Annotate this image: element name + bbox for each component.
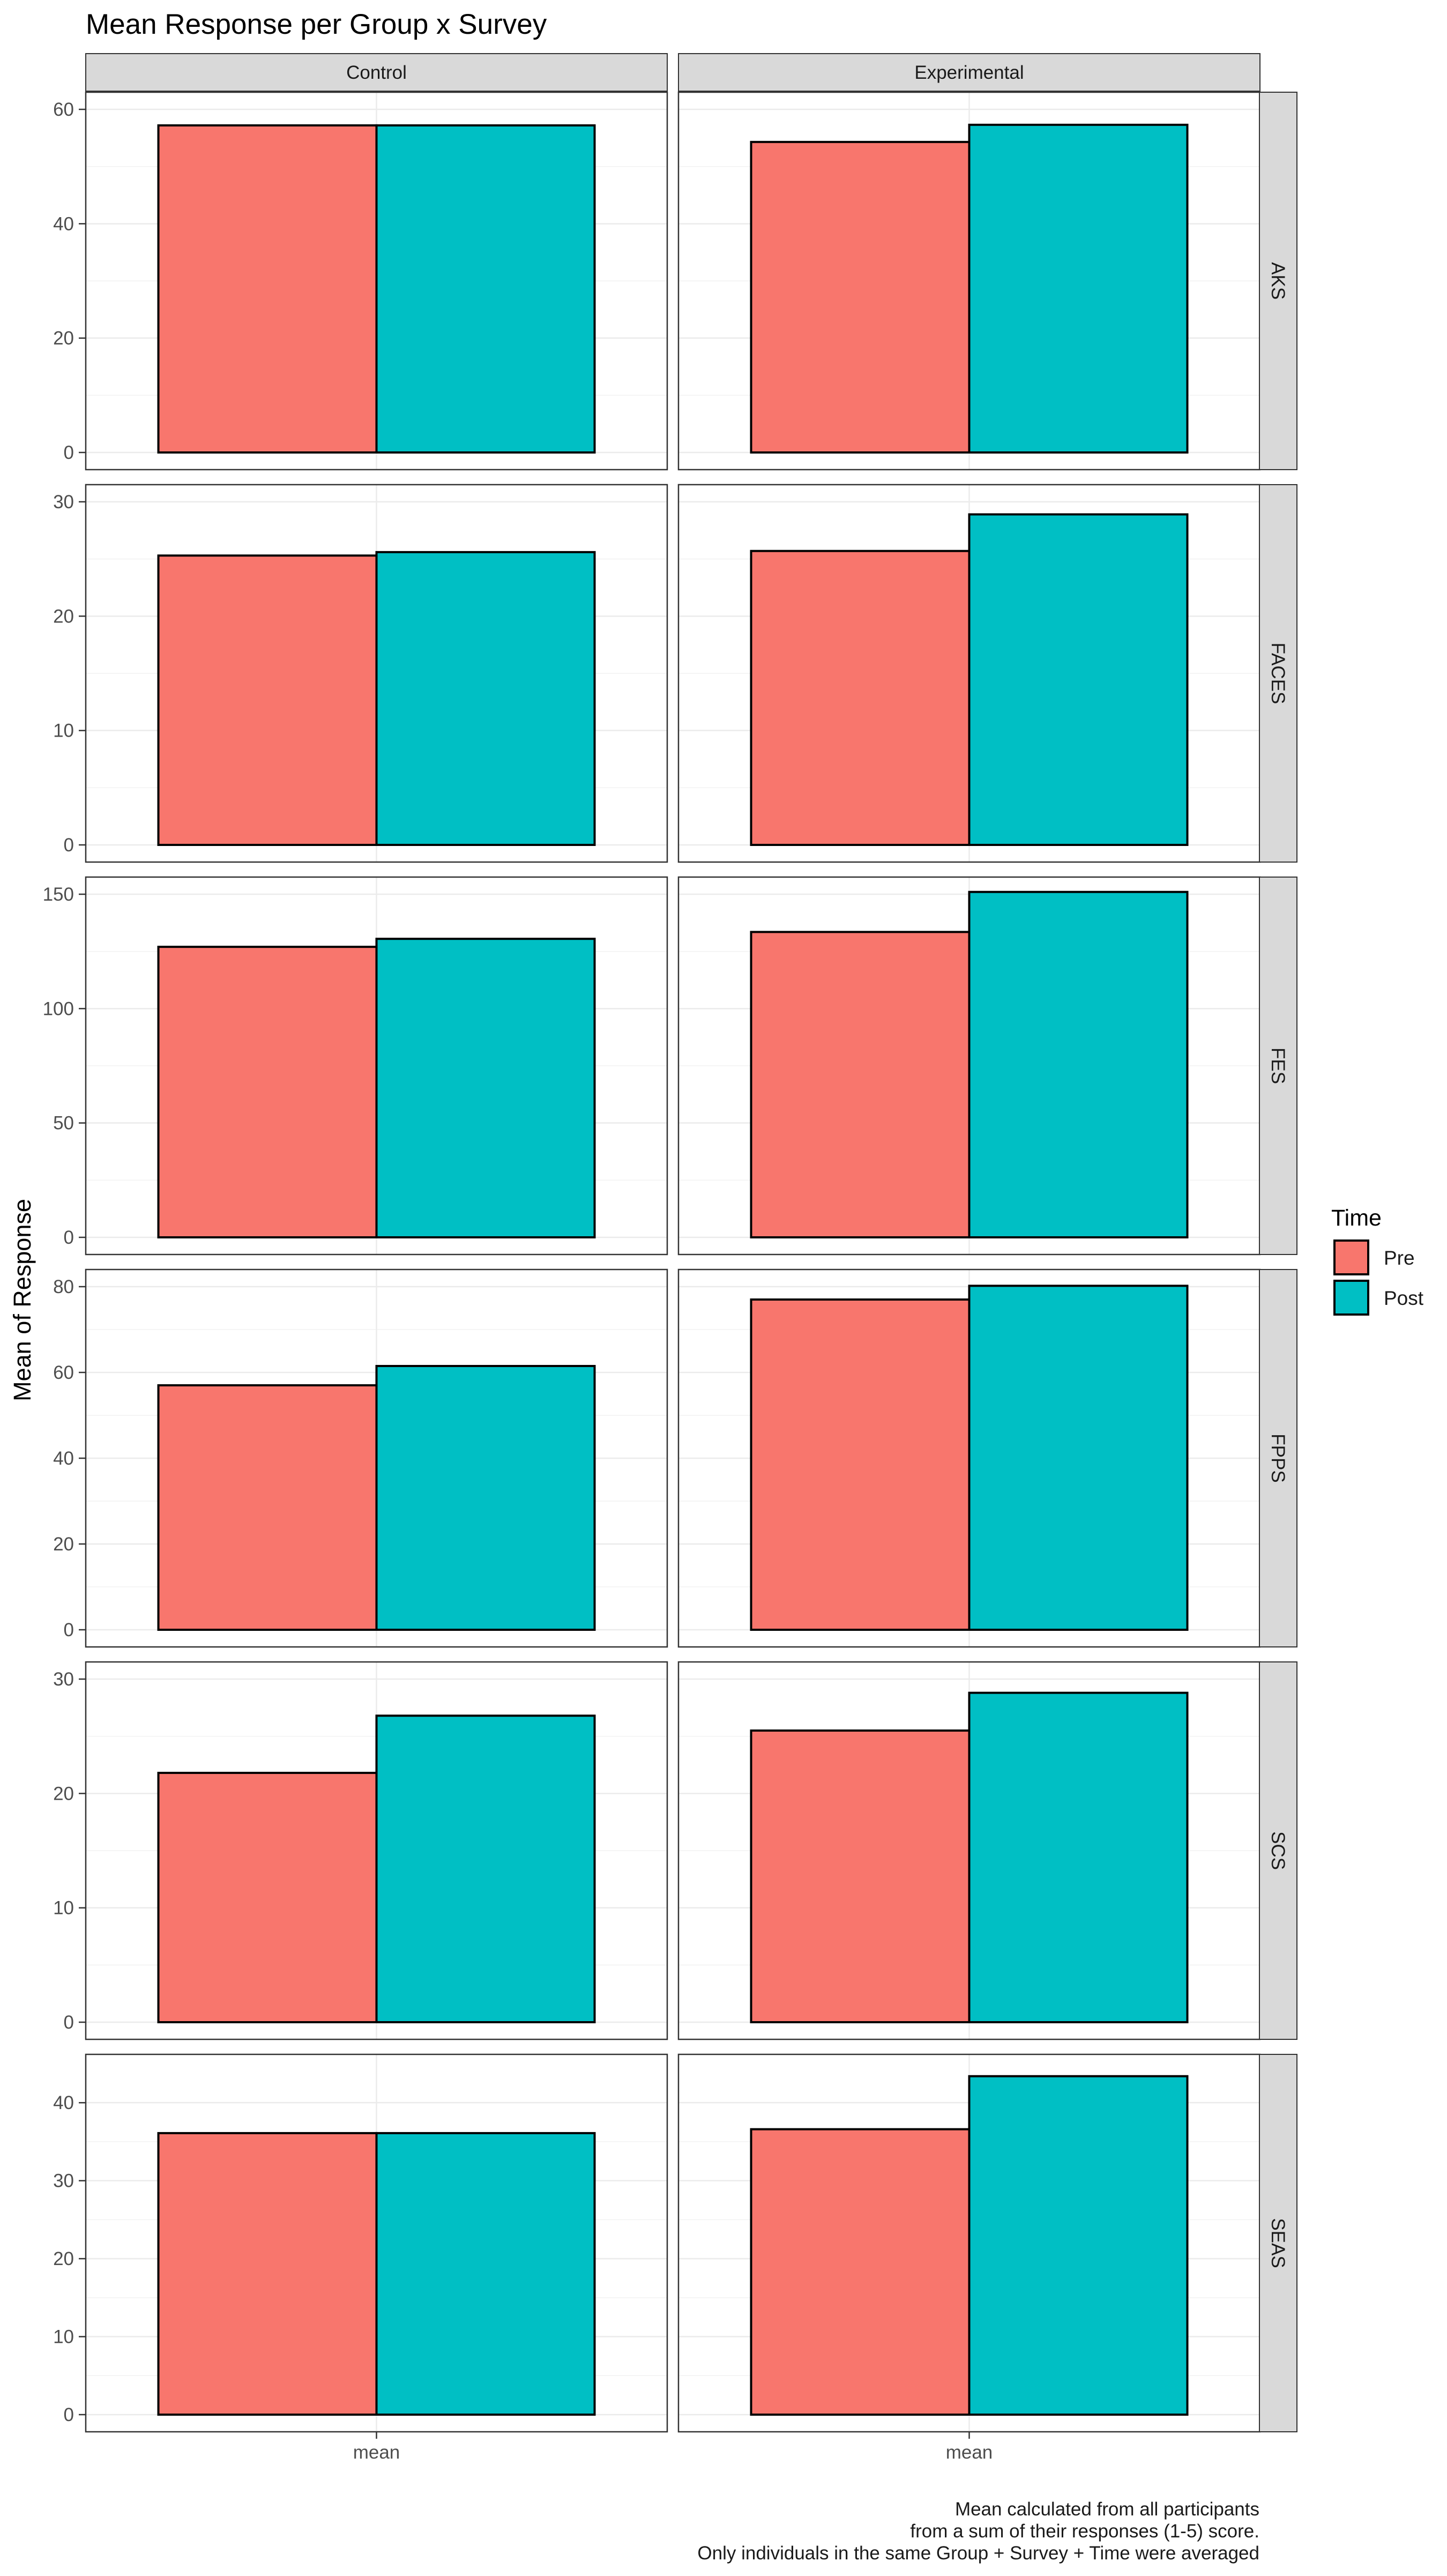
x-tick-label-experimental: mean [946, 2442, 993, 2463]
caption-line-1: Mean calculated from all participants [955, 2499, 1259, 2520]
bar-faces-control-post [375, 551, 596, 847]
row-strip-scs [1259, 1661, 1297, 2040]
bar-scs-control-pre [157, 1771, 378, 2024]
bar-aks-experimental-pre [750, 140, 971, 454]
bar-fpps-control-post [375, 1365, 596, 1631]
panel-border-fes-control [85, 876, 668, 1256]
panels-layer: Control Experimental 0 20 40 60 AKS 0 10 20 30 FACE… [43, 53, 1297, 2463]
bar-fes-control-post [375, 938, 596, 1238]
y-tick-label-seas: 0 [64, 2404, 74, 2425]
y-tick-label-seas: 40 [53, 2092, 74, 2113]
y-tick-label-scs: 20 [53, 1783, 74, 1804]
y-tick-label-aks: 0 [64, 442, 74, 463]
panel-border-scs-control [85, 1661, 668, 2040]
y-tick-label-fes: 0 [64, 1227, 74, 1248]
bar-aks-experimental-post [968, 123, 1189, 454]
y-tick-label-faces: 10 [53, 721, 74, 741]
legend-key-post [1333, 1280, 1369, 1316]
row-strip-faces [1259, 484, 1297, 863]
row-strip-fes [1259, 877, 1297, 1255]
y-tick-label-seas: 20 [53, 2248, 74, 2269]
bar-faces-experimental-post [968, 513, 1189, 846]
bar-fes-experimental-post [968, 890, 1189, 1238]
bar-fpps-control-pre [157, 1384, 378, 1631]
y-tick-label-aks: 20 [53, 328, 74, 349]
legend-label-post: Post [1384, 1287, 1424, 1309]
bar-aks-control-post [375, 124, 596, 454]
bar-scs-experimental-post [968, 1691, 1189, 2024]
legend-title: Time [1331, 1205, 1382, 1231]
row-strip-seas [1259, 2054, 1297, 2432]
column-strip-label-control: Control [346, 62, 407, 83]
caption-line-2: from a sum of their responses (1-5) scor… [910, 2521, 1259, 2542]
bar-seas-control-pre [157, 2132, 378, 2416]
y-tick-label-aks: 60 [53, 99, 74, 120]
bar-aks-control-pre [157, 124, 378, 454]
row-strip-label-aks: AKS [1267, 262, 1288, 300]
bar-faces-control-pre [157, 554, 378, 847]
y-tick-label-seas: 30 [53, 2171, 74, 2192]
y-tick-label-fpps: 80 [53, 1276, 74, 1297]
chart-title: Mean Response per Group x Survey [86, 9, 547, 40]
panel-border-faces-control [85, 484, 668, 863]
y-tick-label-seas: 10 [53, 2327, 74, 2348]
y-axis-title: Mean of Response [9, 1199, 36, 1401]
row-strip-label-scs: SCS [1267, 1831, 1288, 1870]
bar-seas-experimental-post [968, 2075, 1189, 2416]
y-tick-label-fpps: 20 [53, 1534, 74, 1555]
bar-fpps-experimental-post [968, 1285, 1189, 1631]
row-strip-label-fpps: FPPS [1267, 1434, 1288, 1482]
y-tick-label-scs: 10 [53, 1898, 74, 1919]
bar-seas-control-post [375, 2132, 596, 2416]
column-strip-control [85, 53, 668, 92]
y-tick-label-scs: 30 [53, 1669, 74, 1690]
bar-scs-experimental-pre [750, 1729, 971, 2023]
legend-label-pre: Pre [1384, 1247, 1415, 1269]
legend: Time Pre Post [1331, 1205, 1424, 1316]
legend-key-pre [1333, 1239, 1369, 1275]
y-tick-label-fpps: 60 [53, 1362, 74, 1383]
y-tick-label-fes: 100 [43, 998, 74, 1019]
y-tick-label-faces: 20 [53, 606, 74, 627]
row-strip-label-seas: SEAS [1267, 2218, 1288, 2268]
column-strip-label-experimental: Experimental [914, 62, 1024, 83]
x-tick-label-control: mean [353, 2442, 400, 2463]
y-tick-label-fpps: 0 [64, 1620, 74, 1640]
y-tick-label-faces: 0 [64, 835, 74, 856]
row-strip-aks [1259, 92, 1297, 470]
caption-line-3: Only individuals in the same Group + Sur… [697, 2543, 1259, 2564]
row-strip-label-faces: FACES [1267, 643, 1288, 704]
bar-fpps-experimental-pre [750, 1298, 971, 1631]
y-tick-label-aks: 40 [53, 213, 74, 234]
y-tick-label-faces: 30 [53, 492, 74, 513]
panel-border-aks-control [85, 91, 668, 471]
row-strip-fpps [1259, 1269, 1297, 1647]
bar-fes-control-pre [157, 946, 378, 1238]
y-tick-label-fes: 50 [53, 1113, 74, 1134]
bar-faces-experimental-pre [750, 550, 971, 846]
bar-scs-control-post [375, 1714, 596, 2023]
bar-fes-experimental-pre [750, 931, 971, 1238]
y-tick-label-fes: 150 [43, 884, 74, 905]
column-strip-experimental [678, 53, 1260, 92]
y-tick-label-scs: 0 [64, 2012, 74, 2033]
bar-seas-experimental-pre [750, 2128, 971, 2416]
row-strip-label-fes: FES [1267, 1048, 1288, 1084]
y-tick-label-fpps: 40 [53, 1448, 74, 1469]
caption: Mean calculated from all participants fr… [697, 2499, 1259, 2564]
